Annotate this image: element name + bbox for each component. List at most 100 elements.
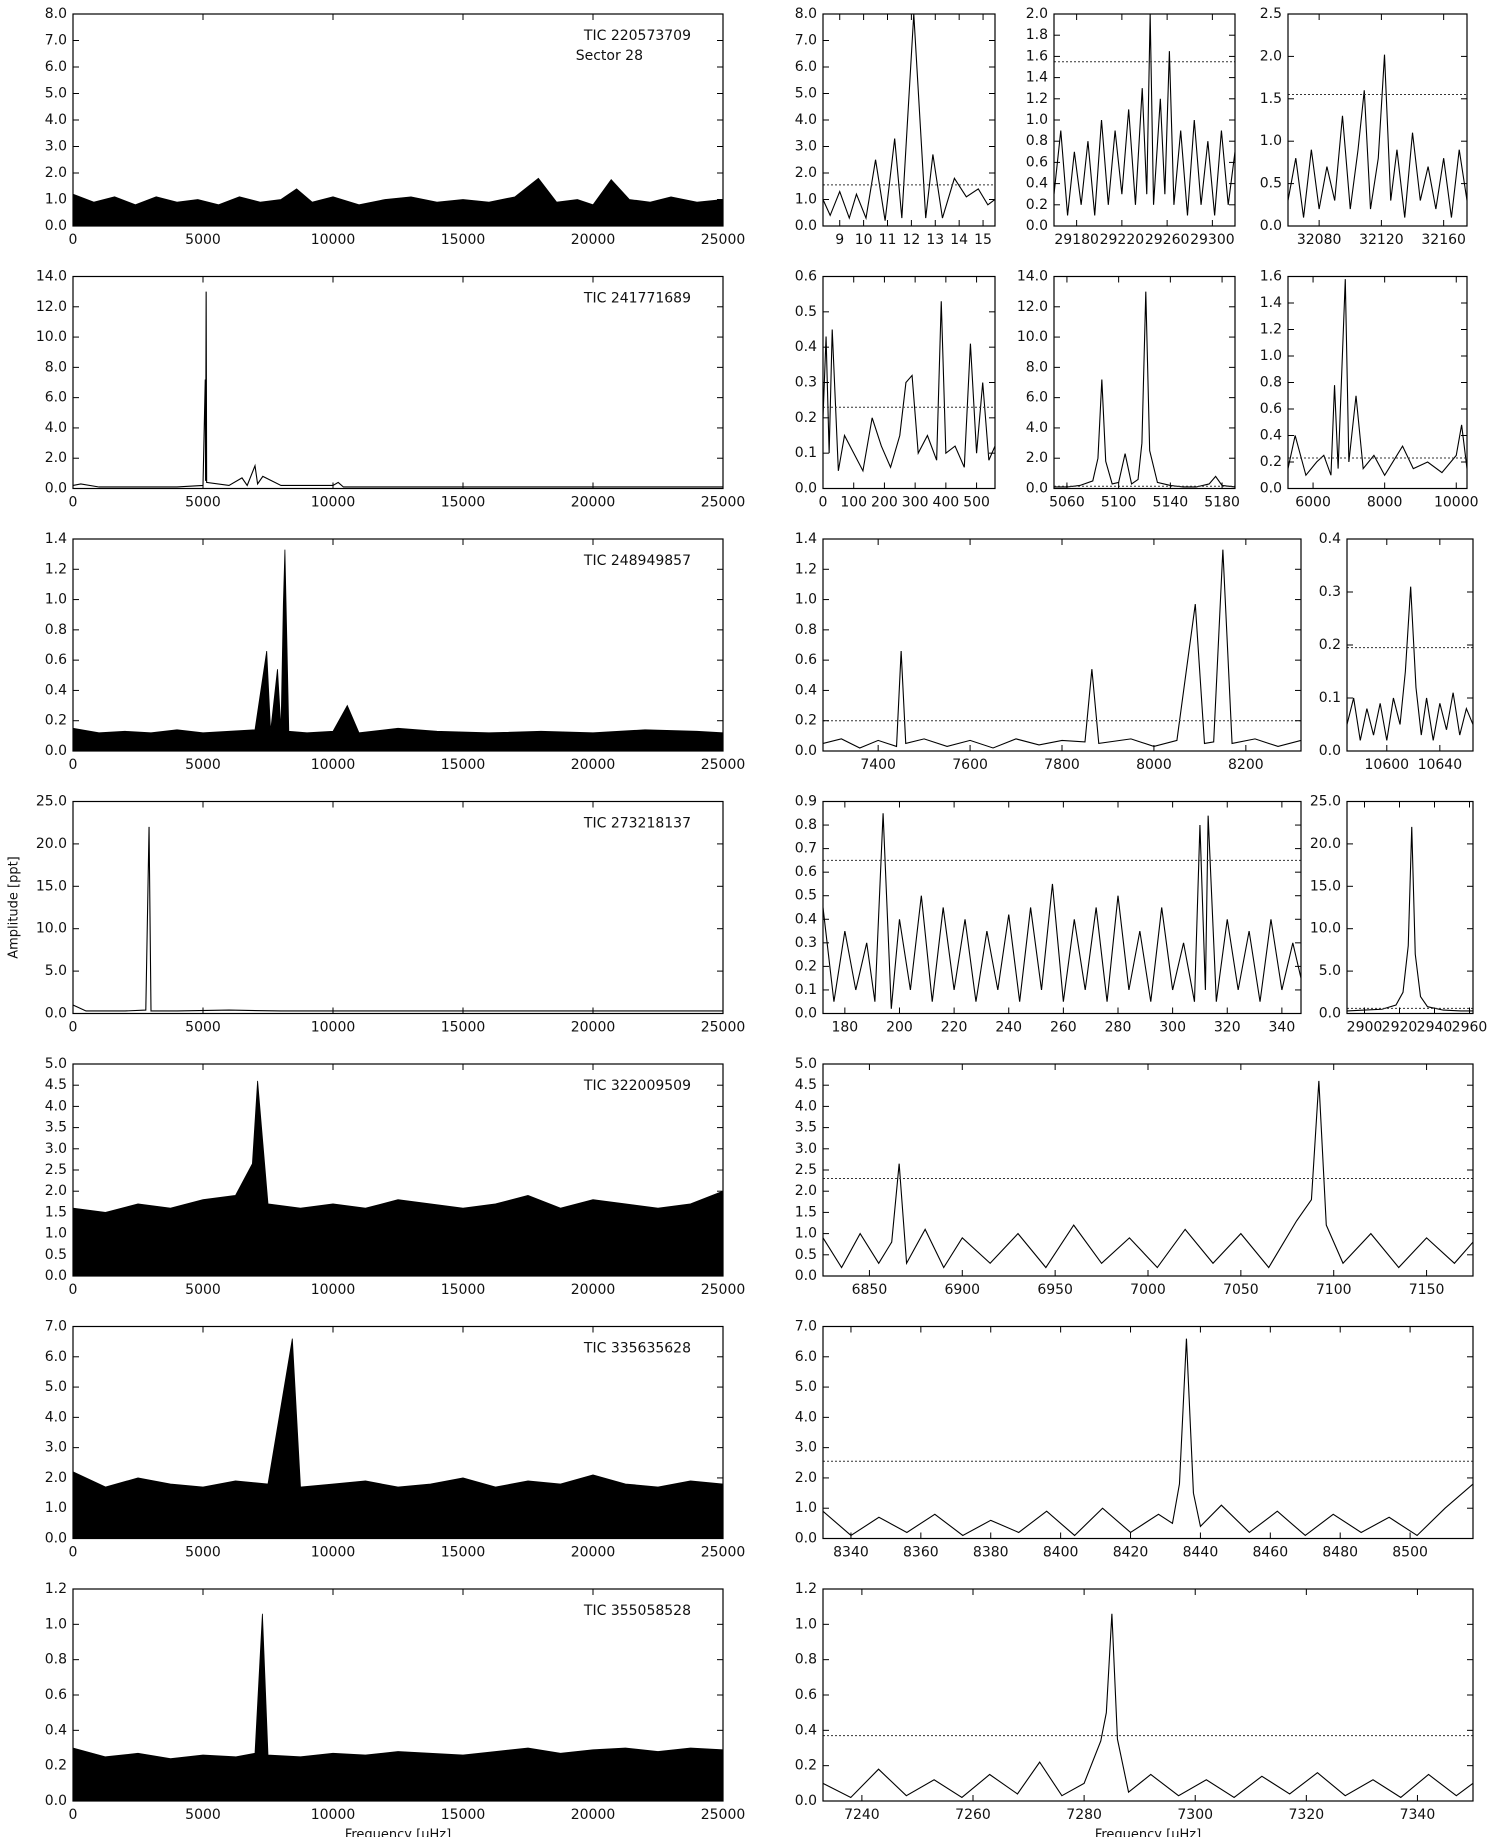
- y-tick-label: 0.5: [1260, 176, 1282, 192]
- y-tick-label: 0.4: [795, 339, 817, 355]
- y-tick-label: 1.6: [1026, 48, 1048, 64]
- y-tick-label: 7.0: [795, 1319, 817, 1335]
- y-tick-label: 15.0: [36, 878, 67, 894]
- x-tick-label: 15000: [441, 1807, 486, 1823]
- y-tick-label: 10.0: [1017, 329, 1048, 345]
- y-tick-label: 6.0: [45, 390, 67, 406]
- plot-frame: [822, 1588, 1474, 1802]
- y-tick-label: 1.4: [45, 531, 67, 547]
- annotation: TIC 355058528: [583, 1603, 691, 1619]
- y-tick-label: 0.3: [795, 375, 817, 391]
- annotation: TIC 248949857: [583, 553, 691, 569]
- x-tick-label: 400: [932, 495, 959, 511]
- x-tick-label: 8200: [1228, 757, 1264, 773]
- y-tick-label: 0.4: [1319, 531, 1341, 547]
- y-tick-label: 1.2: [45, 561, 67, 577]
- x-tick-label: 10: [855, 232, 873, 248]
- spectrum-line: [1288, 54, 1467, 218]
- y-tick-label: 1.4: [795, 531, 817, 547]
- y-tick-label: 5.0: [45, 1379, 67, 1395]
- y-tick-label: 0.1: [1319, 690, 1341, 706]
- y-tick-label: 0.8: [795, 817, 817, 833]
- y-tick-label: 0.1: [795, 445, 817, 461]
- y-tick-label: 1.0: [795, 1226, 817, 1242]
- x-tick-label: 2920: [1382, 1020, 1418, 1036]
- x-tick-label: 15000: [441, 495, 486, 511]
- y-tick-label: 0.6: [795, 864, 817, 880]
- y-tick-label: 0.2: [1026, 197, 1048, 213]
- x-tick-label: 180: [831, 1020, 858, 1036]
- y-tick-label: 4.0: [795, 1098, 817, 1114]
- x-tick-label: 8360: [903, 1545, 939, 1561]
- plot-frame: [72, 800, 724, 1015]
- y-tick-label: 14.0: [1017, 269, 1048, 285]
- x-tick-label: 29260: [1145, 232, 1190, 248]
- x-tick-label: 6950: [1037, 1282, 1073, 1298]
- y-tick-label: 1.0: [795, 1500, 817, 1516]
- y-tick-label: 1.6: [1260, 269, 1282, 285]
- x-tick-label: 100: [840, 495, 867, 511]
- y-tick-label: 5.0: [1319, 963, 1341, 979]
- y-tick-label: 0.6: [1026, 154, 1048, 170]
- plot-frame: [1053, 13, 1236, 227]
- y-tick-label: 25.0: [36, 794, 67, 810]
- y-tick-label: 1.0: [795, 592, 817, 608]
- x-tick-label: 5000: [185, 1020, 221, 1036]
- y-tick-label: 2.0: [45, 1470, 67, 1486]
- x-tick-label: 10000: [311, 495, 356, 511]
- y-tick-label: 0.5: [45, 1247, 67, 1263]
- y-tick-label: 1.5: [45, 1204, 67, 1220]
- y-tick-label: 0.0: [1319, 1006, 1341, 1022]
- y-tick-label: 2.0: [1026, 6, 1048, 22]
- plot-frame: [1287, 275, 1468, 490]
- x-tick-label: 14: [950, 232, 968, 248]
- y-tick-label: 8.0: [1026, 359, 1048, 375]
- spectrum-line: [73, 826, 723, 1012]
- y-tick-label: 2.0: [45, 165, 67, 181]
- y-tick-label: 0.0: [45, 218, 67, 234]
- x-tick-label: 7100: [1316, 1282, 1352, 1298]
- y-tick-label: 0.4: [45, 682, 67, 698]
- x-tick-label: 300: [902, 495, 929, 511]
- x-tick-label: 15000: [441, 1282, 486, 1298]
- y-tick-label: 0.8: [1026, 133, 1048, 149]
- annotation: TIC 220573709: [583, 28, 691, 44]
- plot-frame: [822, 1325, 1474, 1540]
- y-tick-label: 0.4: [1026, 176, 1048, 192]
- spectrum-line: [1288, 279, 1467, 477]
- x-tick-label: 5000: [185, 1807, 221, 1823]
- x-tick-label: 7260: [955, 1807, 991, 1823]
- x-tick-label: 20000: [571, 1545, 616, 1561]
- y-tick-label: 1.0: [45, 1500, 67, 1516]
- plot-frame: [1346, 538, 1474, 752]
- x-tick-label: 15000: [441, 232, 486, 248]
- y-tick-label: 0.6: [45, 652, 67, 668]
- y-tick-label: 10.0: [36, 921, 67, 937]
- x-tick-label: 0: [69, 1545, 78, 1561]
- panel: 0.0 1.0 2.0 3.0 4.0 5.0 6.0 7.0 8.0 0 5000 10000 150…: [45, 6, 746, 248]
- y-tick-label: 2.0: [795, 1470, 817, 1486]
- y-tick-label: 1.2: [1260, 322, 1282, 338]
- x-tick-label: 25000: [701, 232, 746, 248]
- x-tick-label: 9: [835, 232, 844, 248]
- y-tick-label: 1.0: [45, 592, 67, 608]
- plot-frame: [72, 13, 724, 227]
- plot-frame: [822, 275, 996, 490]
- y-tick-label: 4.0: [45, 1409, 67, 1425]
- y-tick-label: 0.0: [795, 481, 817, 497]
- x-axis-label: Frequency [μHz]: [345, 1828, 451, 1837]
- x-tick-label: 20000: [571, 1282, 616, 1298]
- y-tick-label: 5.0: [795, 1379, 817, 1395]
- x-tick-label: 260: [1050, 1020, 1077, 1036]
- x-tick-label: 7600: [952, 757, 988, 773]
- y-tick-label: 0.5: [795, 1247, 817, 1263]
- y-tick-label: 2.0: [45, 1183, 67, 1199]
- y-tick-label: 0.6: [795, 652, 817, 668]
- y-tick-label: 8.0: [795, 6, 817, 22]
- x-tick-label: 5000: [185, 232, 221, 248]
- x-tick-label: 10000: [311, 232, 356, 248]
- x-tick-label: 320: [1214, 1020, 1241, 1036]
- y-tick-label: 0.2: [1260, 454, 1282, 470]
- spectrum-area: [73, 1338, 723, 1539]
- y-tick-label: 0.7: [795, 841, 817, 857]
